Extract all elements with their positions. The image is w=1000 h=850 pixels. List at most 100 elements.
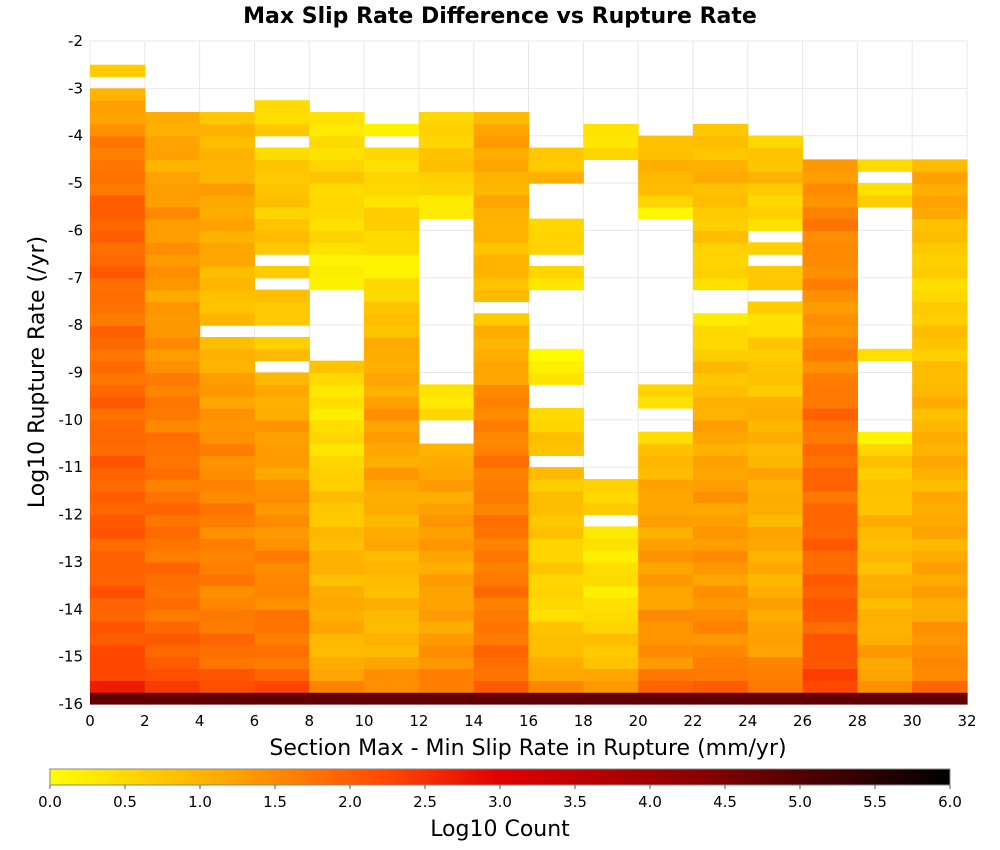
heatmap-cell — [90, 384, 146, 397]
heatmap-cell — [90, 502, 146, 516]
heatmap-cell — [418, 597, 475, 610]
heatmap-cell — [309, 135, 365, 149]
heatmap-cell — [857, 656, 913, 670]
heatmap-cell — [802, 325, 858, 338]
heatmap-cell — [254, 632, 310, 646]
heatmap-cell — [692, 384, 749, 397]
heatmap-cell — [857, 632, 913, 646]
heatmap-cell — [528, 265, 584, 279]
heatmap-cell — [309, 384, 365, 397]
colorbar-tick-label: 5.5 — [863, 793, 887, 811]
heatmap-cell — [747, 656, 804, 670]
heatmap-cell — [692, 265, 749, 279]
heatmap-cell — [418, 194, 475, 208]
heatmap-cell — [254, 644, 310, 658]
heatmap-cell — [692, 230, 749, 243]
heatmap-cell — [199, 123, 256, 137]
heatmap-cell — [309, 171, 365, 184]
heatmap-cell — [857, 561, 913, 575]
heatmap-cell — [144, 455, 201, 468]
heatmap-cell — [473, 265, 530, 279]
y-axis-label: Log10 Rupture Rate (/yr) — [25, 236, 50, 508]
heatmap-cell — [638, 147, 694, 160]
heatmap-cell — [747, 490, 804, 504]
heatmap-cell — [90, 490, 146, 504]
heatmap-cell — [199, 265, 256, 279]
heatmap-cell — [912, 550, 968, 563]
heatmap-cell — [692, 159, 749, 172]
heatmap-cell — [144, 692, 201, 705]
heatmap-cell — [747, 277, 804, 291]
heatmap-cell — [90, 479, 146, 492]
heatmap-cell — [144, 206, 201, 220]
heatmap-cell — [254, 396, 310, 409]
heatmap-cell — [418, 621, 475, 634]
heatmap-cell — [364, 490, 420, 504]
heatmap-cell — [309, 479, 365, 492]
heatmap-cell — [802, 609, 858, 622]
heatmap-cell — [144, 360, 201, 374]
heatmap-cell — [473, 538, 530, 551]
heatmap-cell — [747, 171, 804, 184]
heatmap-cell — [254, 265, 310, 279]
heatmap-cell — [747, 194, 804, 208]
heatmap-cell — [747, 135, 804, 149]
x-tick-label: 6 — [250, 712, 260, 730]
heatmap-cell — [364, 668, 420, 681]
heatmap-cell — [912, 289, 968, 303]
colorbar-tick-label: 5.0 — [788, 793, 812, 811]
heatmap-cell — [912, 230, 968, 243]
heatmap-cell — [638, 135, 694, 149]
heatmap-cell — [199, 443, 256, 456]
heatmap-cell — [747, 313, 804, 326]
heatmap-cell — [692, 668, 749, 681]
heatmap-cell — [912, 194, 968, 208]
heatmap-cell — [254, 680, 310, 693]
heatmap-cell — [199, 159, 256, 172]
heatmap-cell — [199, 360, 256, 374]
heatmap-cell — [638, 573, 694, 587]
heatmap-cell — [747, 526, 804, 539]
heatmap-cell — [638, 550, 694, 563]
heatmap-cell — [692, 455, 749, 468]
heatmap-cell — [638, 502, 694, 516]
heatmap-cell — [802, 348, 858, 362]
heatmap-cell — [254, 336, 310, 350]
heatmap-cell — [857, 479, 913, 492]
heatmap-cell — [638, 561, 694, 575]
heatmap-cell — [747, 242, 804, 255]
heatmap-cell — [857, 194, 913, 208]
heatmap-cell — [692, 479, 749, 492]
heatmap-cell — [638, 526, 694, 539]
heatmap-cell — [528, 348, 584, 362]
heatmap-cell — [254, 621, 310, 634]
heatmap-cell — [912, 585, 968, 599]
heatmap-cell — [90, 526, 146, 539]
heatmap-cell — [583, 526, 639, 539]
heatmap-cell — [199, 171, 256, 184]
heatmap-cell — [692, 396, 749, 409]
heatmap-cell — [90, 372, 146, 385]
heatmap-cell — [692, 585, 749, 599]
heatmap-cell — [528, 277, 584, 291]
heatmap-cell — [199, 396, 256, 409]
heatmap-cell — [418, 680, 475, 693]
heatmap-cell — [802, 526, 858, 539]
heatmap-cell — [473, 479, 530, 492]
colorbar-ticks: 0.0 0.5 1.0 1.5 2.0 2.5 3.0 3.5 4.0 4.5 5.0 5.5 6.0 — [38, 785, 962, 811]
heatmap-cell — [364, 431, 420, 445]
heatmap-cell — [90, 396, 146, 409]
heatmap-cell — [90, 360, 146, 374]
heatmap-cell — [90, 467, 146, 480]
heatmap-cell — [857, 502, 913, 516]
heatmap-cell — [309, 621, 365, 634]
heatmap-cell — [473, 325, 530, 338]
heatmap-cell — [692, 490, 749, 504]
heatmap-cell — [638, 467, 694, 480]
heatmap-cell — [802, 242, 858, 255]
heatmap-cell — [254, 313, 310, 326]
heatmap-cell — [747, 597, 804, 610]
heatmap-cell — [473, 573, 530, 587]
heatmap-cell — [364, 242, 420, 255]
heatmap-cell — [364, 597, 420, 610]
